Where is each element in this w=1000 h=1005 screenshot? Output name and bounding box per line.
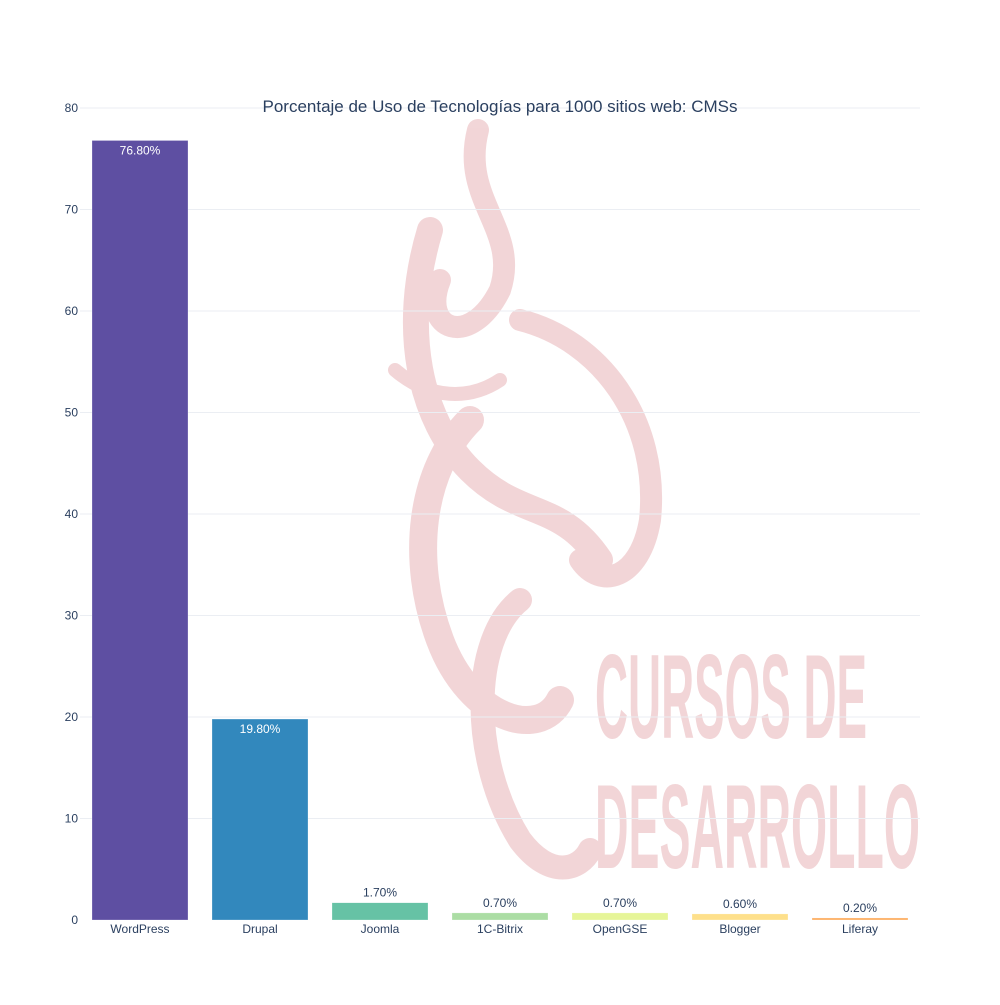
x-axis-ticks: WordPress Drupal Joomla 1C-Bitrix OpenGSE Blo…	[110, 922, 878, 936]
watermark-line-2: DESARROLLO	[595, 760, 920, 894]
y-gridlines	[80, 107, 920, 819]
data-label: 0.70%	[483, 896, 517, 910]
bar-drupal	[211, 718, 309, 921]
x-tick-label: Blogger	[719, 922, 760, 936]
y-tick-label: 80	[65, 101, 79, 115]
x-tick-label: 1C-Bitrix	[477, 922, 523, 936]
y-tick-label: 10	[65, 812, 79, 826]
y-tick-label: 70	[65, 203, 79, 217]
x-tick-label: Joomla	[361, 922, 400, 936]
y-tick-label: 30	[65, 609, 79, 623]
data-label: 19.80%	[240, 722, 281, 736]
data-label: 0.60%	[723, 897, 757, 911]
bar-blogger	[691, 913, 789, 921]
x-tick-label: Liferay	[842, 922, 878, 936]
y-tick-label: 60	[65, 304, 79, 318]
data-label: 0.70%	[603, 896, 637, 910]
bar-joomla	[331, 902, 429, 921]
y-axis-ticks: 0 10 20 30 40 50 60 70 80	[65, 101, 79, 927]
x-tick-label: Drupal	[242, 922, 277, 936]
data-label: 1.70%	[363, 886, 397, 900]
watermark: CURSOS DE DESARROLLO	[388, 119, 920, 894]
bar-data-labels: 76.80% 19.80% 1.70% 0.70% 0.70% 0.60% 0.20%	[120, 143, 878, 914]
dragon-logo-icon	[388, 119, 663, 880]
x-tick-label: WordPress	[110, 922, 169, 936]
y-tick-label: 50	[65, 406, 79, 420]
bar-1c-bitrix	[451, 912, 549, 921]
x-tick-label: OpenGSE	[593, 922, 648, 936]
bars	[91, 140, 909, 921]
data-label: 0.20%	[843, 901, 877, 915]
data-label: 76.80%	[120, 143, 161, 157]
chart-title: Porcentaje de Uso de Tecnologías para 10…	[262, 97, 737, 116]
bar-liferay	[811, 917, 909, 921]
y-tick-label: 20	[65, 710, 79, 724]
y-tick-label: 0	[71, 913, 78, 927]
bar-opengse	[571, 912, 669, 921]
watermark-line-1: CURSOS DE	[595, 630, 867, 764]
bar-wordpress	[91, 140, 189, 921]
y-tick-label: 40	[65, 507, 79, 521]
